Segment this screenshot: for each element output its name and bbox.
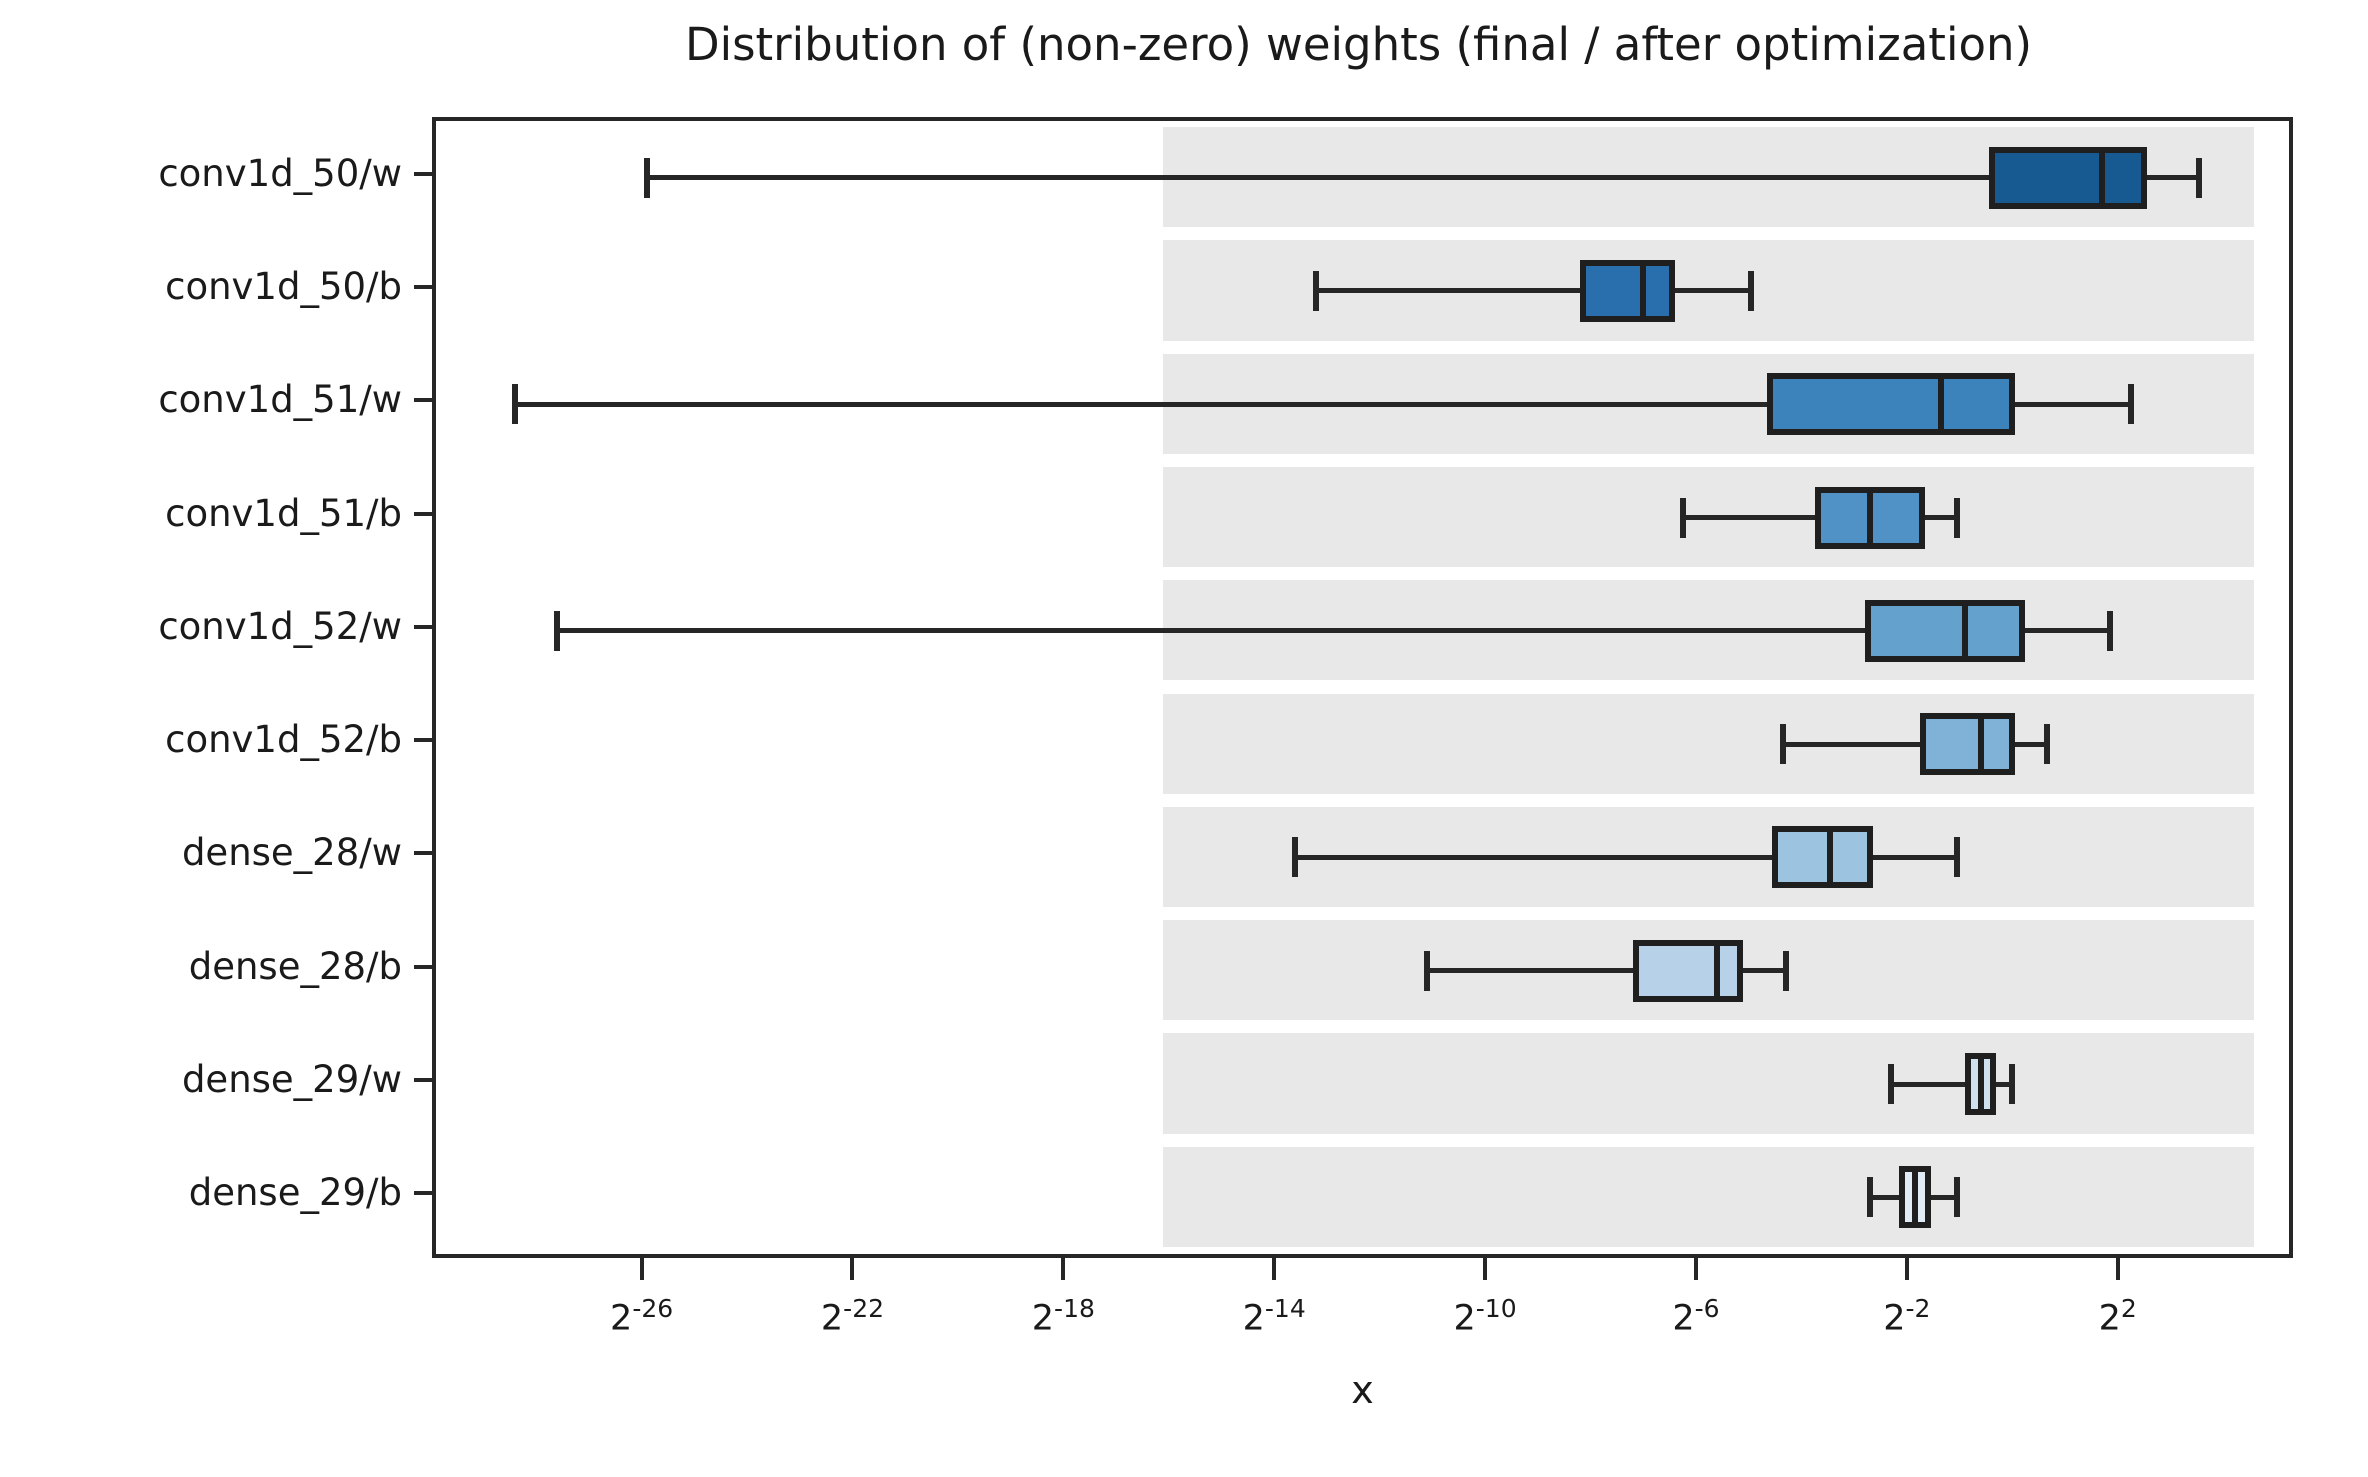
box <box>1988 146 2147 209</box>
median-line <box>1977 1053 1984 1116</box>
y-tick-mark <box>414 964 436 969</box>
x-tick-mark <box>1904 1258 1909 1280</box>
whisker-line <box>1782 741 2047 747</box>
whisker-cap-high <box>1953 837 1960 878</box>
y-tick-mark <box>414 1191 436 1196</box>
whisker-cap-low <box>643 157 650 198</box>
median-line <box>1961 599 1968 662</box>
y-tick-mark <box>414 738 436 743</box>
y-tick-label: conv1d_52/b <box>165 718 402 762</box>
x-tick-label: 2-26 <box>610 1294 674 1339</box>
box <box>1864 599 2026 662</box>
y-tick-mark <box>414 171 436 176</box>
median-line <box>1977 713 1984 776</box>
median-line <box>1827 826 1834 889</box>
x-tick-mark <box>1693 1258 1698 1280</box>
x-tick-mark <box>1061 1258 1066 1280</box>
x-tick-label: 2-2 <box>1883 1294 1931 1339</box>
whisker-line <box>646 175 2200 181</box>
whisker-cap-low <box>1292 837 1299 878</box>
y-tick-label: dense_28/w <box>181 831 402 875</box>
y-tick-mark <box>414 851 436 856</box>
median-line <box>1866 486 1873 549</box>
y-tick-label: dense_28/b <box>188 944 402 988</box>
x-tick-mark <box>1483 1258 1488 1280</box>
y-tick-mark <box>414 624 436 629</box>
whisker-cap-high <box>2009 1064 2016 1105</box>
y-tick-label: dense_29/b <box>188 1171 402 1215</box>
whisker-cap-low <box>1313 270 1320 311</box>
x-axis-label: x <box>1351 1368 1374 1412</box>
y-tick-label: dense_29/w <box>181 1058 402 1102</box>
y-tick-label: conv1d_51/b <box>165 491 402 535</box>
whisker-cap-high <box>2127 384 2134 425</box>
x-tick-label: 2-10 <box>1453 1294 1517 1339</box>
whisker-cap-high <box>2196 157 2203 198</box>
whisker-cap-low <box>1866 1177 1873 1218</box>
whisker-cap-high <box>1782 950 1789 991</box>
whisker-cap-low <box>1679 497 1686 538</box>
whisker-cap-high <box>2106 610 2113 651</box>
whisker-cap-high <box>1748 270 1755 311</box>
whisker-cap-low <box>512 384 519 425</box>
row-highlight-band <box>1163 693 2254 794</box>
y-tick-label: conv1d_50/b <box>165 264 402 308</box>
box <box>1579 259 1675 322</box>
y-tick-label: conv1d_50/w <box>158 151 402 195</box>
whisker-cap-high <box>1953 497 1960 538</box>
box <box>1632 939 1744 1002</box>
whisker-cap-low <box>554 610 561 651</box>
whisker-cap-high <box>1953 1177 1960 1218</box>
median-line <box>1640 259 1647 322</box>
median-line <box>1911 1166 1918 1229</box>
x-tick-mark <box>2115 1258 2120 1280</box>
whisker-line <box>1427 968 1786 974</box>
y-tick-mark <box>414 1078 436 1083</box>
whisker-line <box>1295 854 1957 860</box>
median-line <box>1714 939 1721 1002</box>
box <box>1767 373 2015 436</box>
y-tick-label: conv1d_52/w <box>158 604 402 648</box>
whisker-cap-low <box>1887 1064 1894 1105</box>
chart-title: Distribution of (non-zero) weights (fina… <box>684 18 2033 71</box>
x-tick-label: 2-18 <box>1031 1294 1095 1339</box>
row-highlight-band <box>1163 1146 2254 1247</box>
x-tick-label: 2-14 <box>1242 1294 1306 1339</box>
row-highlight-band <box>1163 1033 2254 1134</box>
y-tick-mark <box>414 511 436 516</box>
whisker-cap-low <box>1779 724 1786 765</box>
y-tick-mark <box>414 398 436 403</box>
plot-area <box>432 117 2293 1258</box>
x-tick-mark <box>1272 1258 1277 1280</box>
box <box>1919 713 2015 776</box>
whisker-line <box>1316 288 1752 294</box>
whisker-line <box>515 401 2131 407</box>
box <box>1772 826 1873 889</box>
whisker-line <box>557 628 2110 634</box>
x-tick-label: 2-22 <box>820 1294 885 1339</box>
median-line <box>1938 373 1945 436</box>
whisker-cap-high <box>2043 724 2050 765</box>
median-line <box>2098 146 2105 209</box>
y-tick-label: conv1d_51/w <box>158 378 402 422</box>
x-tick-label: 22 <box>2098 1294 2137 1339</box>
x-tick-mark <box>639 1258 644 1280</box>
x-tick-mark <box>850 1258 855 1280</box>
whisker-cap-low <box>1424 950 1431 991</box>
x-tick-label: 2-6 <box>1672 1294 1720 1339</box>
y-tick-mark <box>414 284 436 289</box>
whisker-line <box>1890 1081 2013 1087</box>
